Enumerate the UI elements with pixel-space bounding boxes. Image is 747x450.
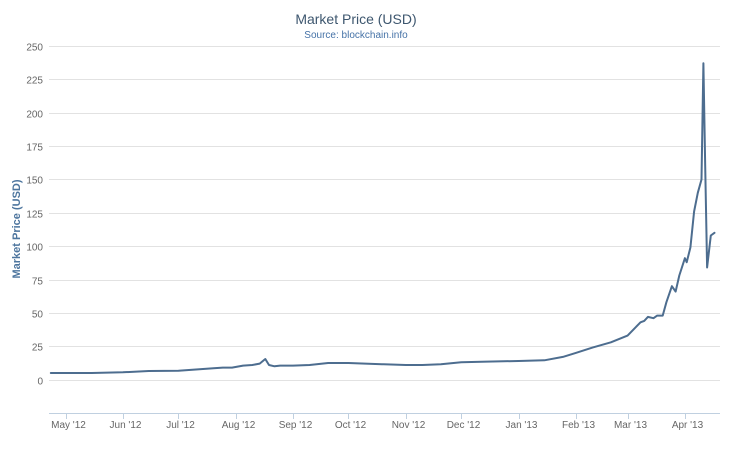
price-series-line — [49, 62, 716, 374]
y-tick-label: 75 — [32, 277, 44, 288]
y-axis-label: Market Price (USD) — [11, 179, 23, 278]
x-tick-label: Dec '12 — [447, 420, 481, 431]
x-tick-label: Apr '13 — [672, 420, 704, 431]
y-tick-label: 125 — [26, 210, 43, 221]
y-tick-label: 150 — [26, 176, 43, 187]
x-tick-label: Mar '13 — [614, 420, 647, 431]
chart-title: Market Price (USD) — [295, 11, 416, 27]
x-tick-label: Sep '12 — [279, 420, 313, 431]
x-tick-label: Jan '13 — [506, 420, 538, 431]
y-tick-label: 0 — [37, 377, 43, 388]
x-tick-label: Feb '13 — [562, 420, 595, 431]
y-tick-label: 250 — [26, 43, 43, 54]
x-tick-label: Oct '12 — [335, 420, 367, 431]
x-tick-label: Nov '12 — [392, 420, 426, 431]
x-tick-label: May '12 — [51, 420, 86, 431]
y-tick-label: 175 — [26, 143, 43, 154]
y-tick-label: 100 — [26, 243, 43, 254]
y-tick-label: 200 — [26, 110, 43, 121]
y-tick-label: 225 — [26, 76, 43, 87]
x-tick-label: Jul '12 — [166, 420, 195, 431]
y-tick-label: 50 — [32, 310, 44, 321]
y-tick-label: 25 — [32, 343, 44, 354]
chart-subtitle: Source: blockchain.info — [304, 30, 408, 41]
x-tick-label: Jun '12 — [110, 420, 142, 431]
x-tick-label: Aug '12 — [222, 420, 256, 431]
